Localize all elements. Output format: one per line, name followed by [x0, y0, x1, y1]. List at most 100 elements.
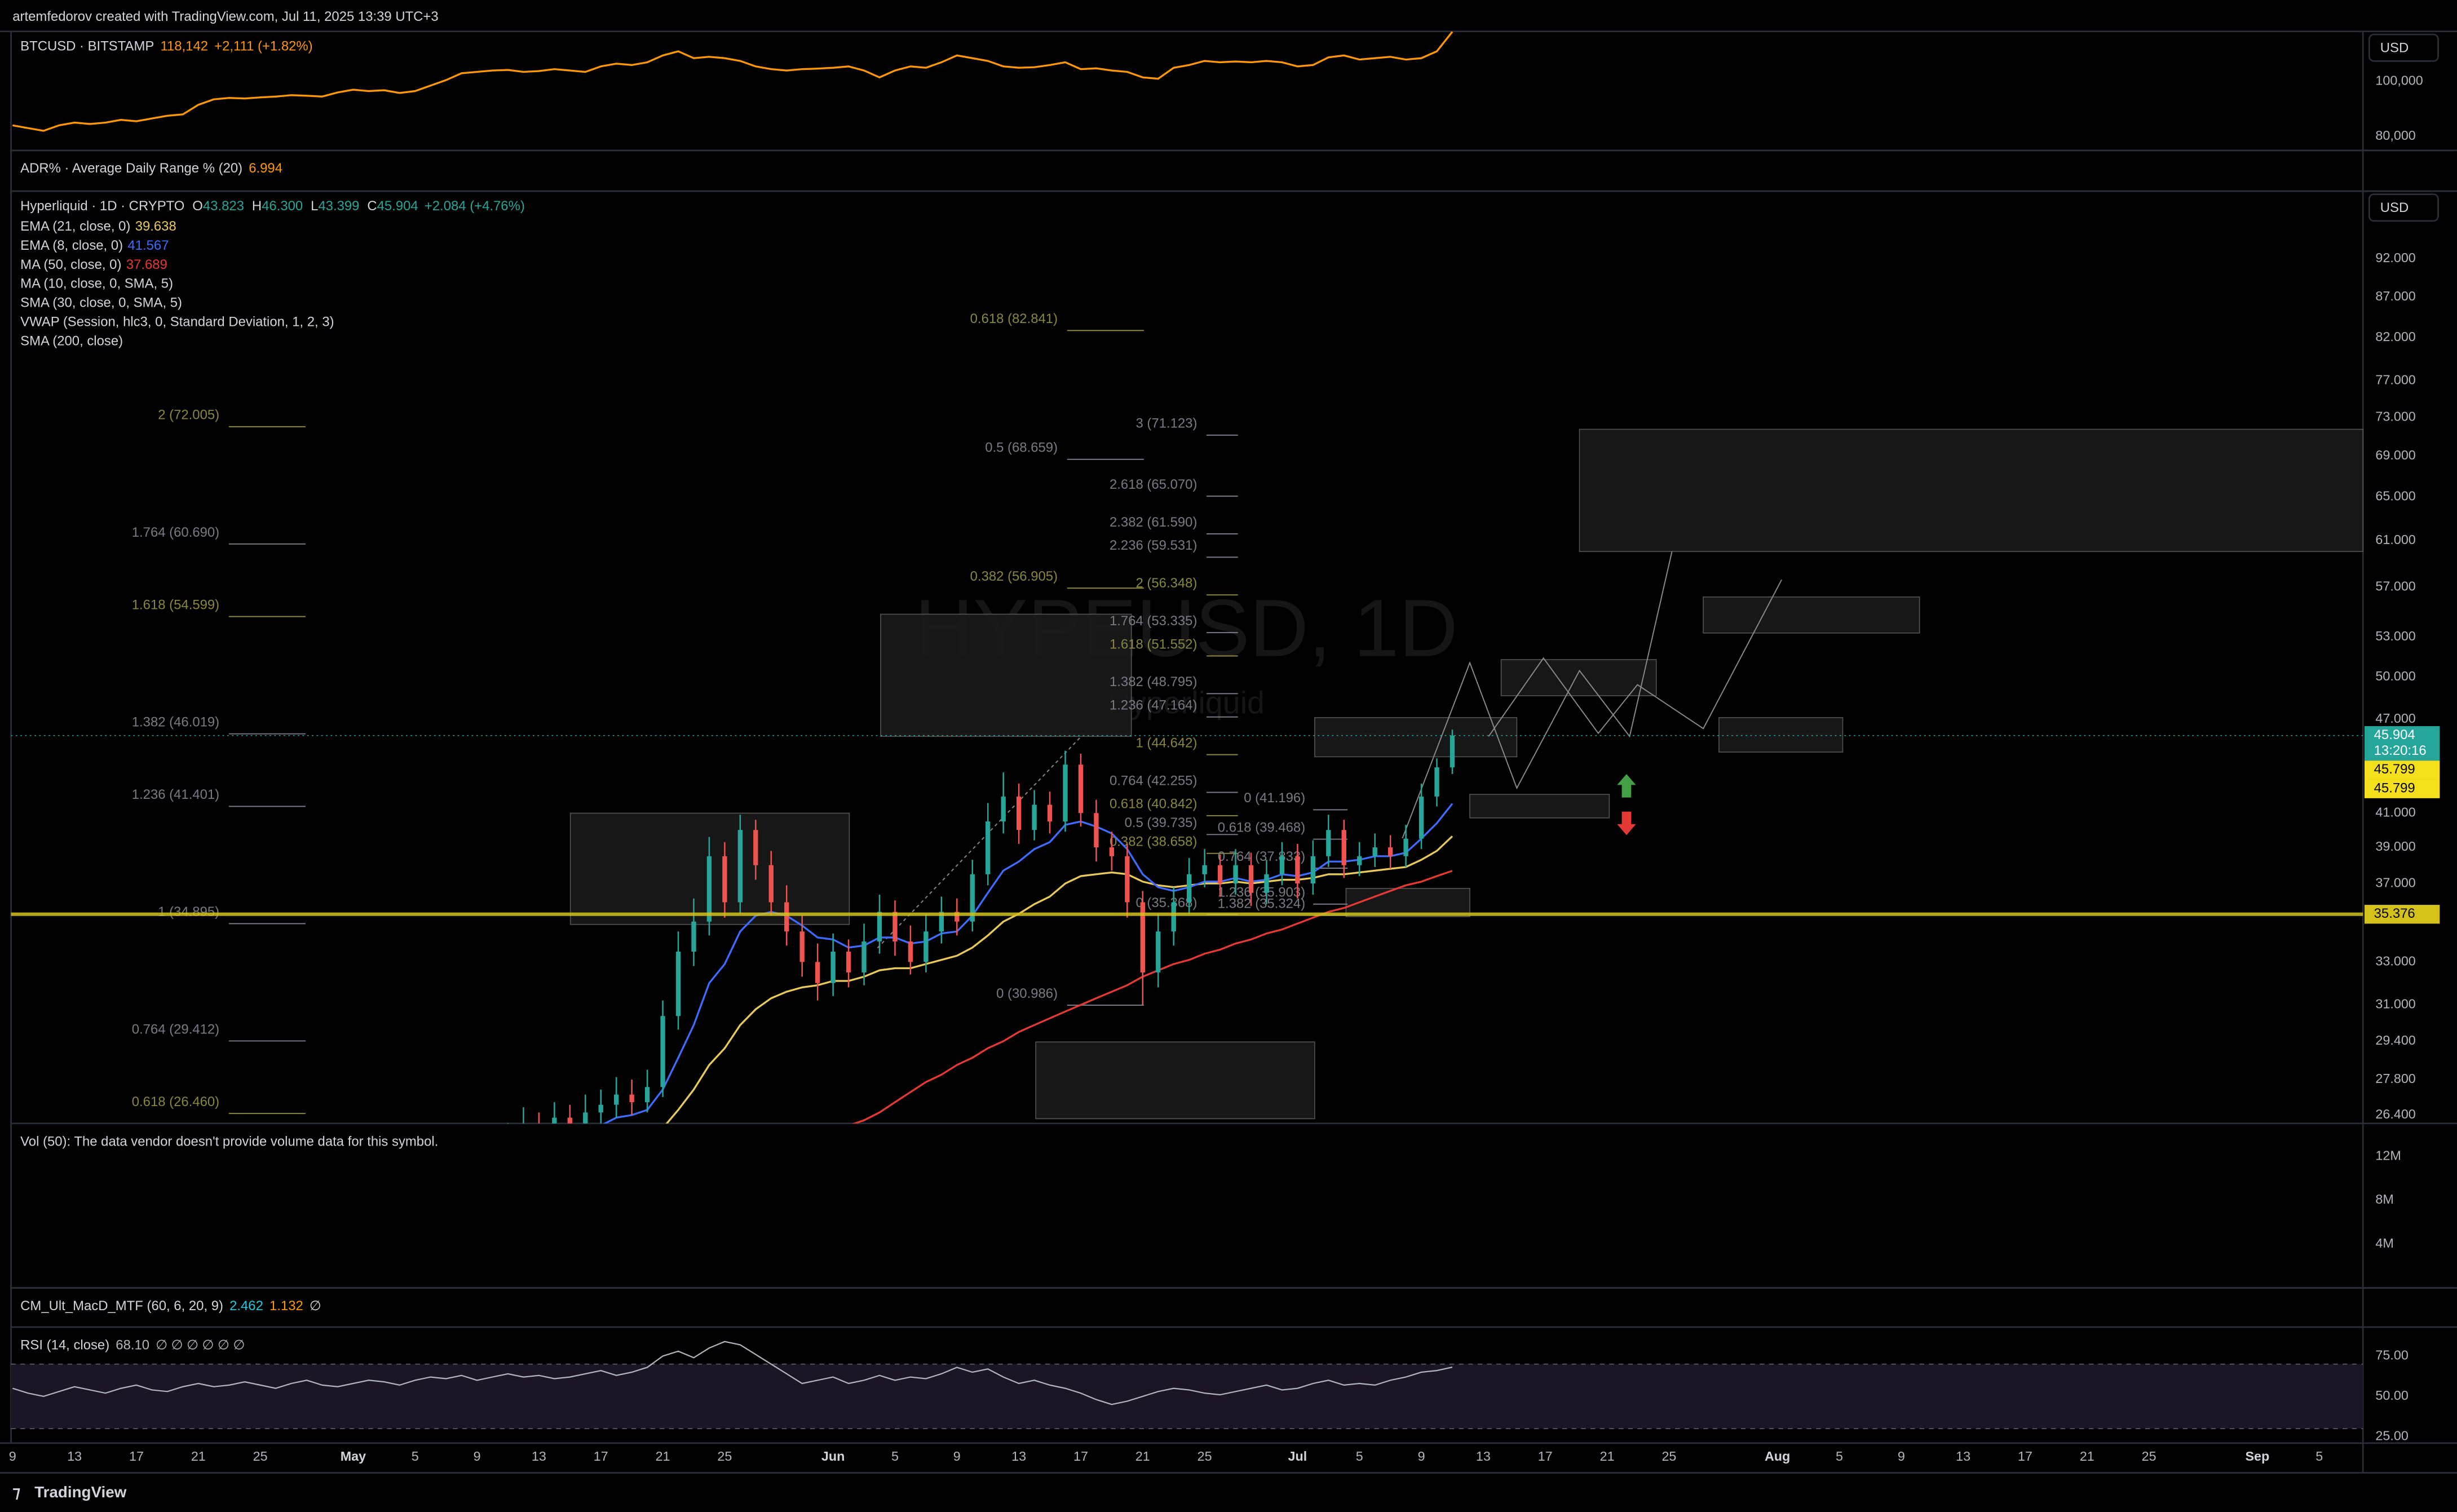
x-tick-label: May	[341, 1449, 366, 1464]
currency-box[interactable]	[2368, 33, 2439, 62]
fib-label: 3 (71.123)	[1135, 416, 1197, 431]
legend-item: EMA (8, close, 0)	[20, 238, 123, 253]
x-tick-label: 5	[891, 1449, 899, 1464]
footer-logo: TradingView	[34, 1483, 127, 1501]
fib-label: 0.618 (26.460)	[132, 1094, 219, 1109]
x-tick-label: 17	[1538, 1449, 1553, 1464]
y-tick-label: 47.000	[2375, 711, 2415, 726]
y-tick-label: 31.000	[2375, 997, 2415, 1011]
y-tick-label: 37.000	[2375, 875, 2415, 890]
x-tick-label: 17	[2018, 1449, 2032, 1464]
fib-label: 0.5 (68.659)	[985, 440, 1058, 456]
candle-body	[583, 1112, 588, 1124]
candle-body	[954, 912, 960, 922]
x-tick-label: 21	[191, 1449, 206, 1464]
y-tick-label: 50.000	[2375, 669, 2415, 683]
adr-value: 6.994	[249, 161, 282, 176]
x-tick-label: 5	[1356, 1449, 1363, 1464]
candle-body	[1326, 830, 1331, 856]
candle-body	[908, 941, 913, 962]
x-tick-label: 5	[1836, 1449, 1843, 1464]
candle-body	[1094, 813, 1099, 848]
volume-axis-label: 4M	[2375, 1236, 2393, 1250]
candle-body	[1171, 902, 1176, 932]
indicator-legend: SMA (200, close)	[20, 334, 123, 349]
fib-label: 1.382 (48.795)	[1110, 674, 1197, 689]
fib-label: 2.618 (65.070)	[1110, 477, 1197, 492]
candle-body	[939, 912, 944, 932]
legend-item: 45.904	[377, 198, 418, 214]
rsi-title: RSI (14, close)	[20, 1338, 109, 1353]
y-tick-label: 87.000	[2375, 289, 2415, 303]
indicator-line	[851, 870, 1453, 1124]
candle-body	[1357, 856, 1362, 865]
fib-label: 1.236 (41.401)	[132, 787, 219, 802]
candle-body	[1016, 796, 1022, 830]
volume-axis-label: 12M	[2375, 1148, 2401, 1162]
legend-item: 43.399	[318, 198, 359, 214]
y-tick-label: 61.000	[2375, 532, 2415, 547]
candle-body	[598, 1104, 603, 1113]
fib-label: 1.618 (51.552)	[1110, 636, 1197, 652]
legend-item: EMA (21, close, 0)	[20, 219, 130, 234]
x-tick-label: 25	[253, 1449, 268, 1464]
candle-body	[970, 874, 975, 922]
fib-label: 1.236 (47.164)	[1110, 698, 1197, 713]
adr-name: ADR% · Average Daily Range % (20)	[20, 161, 242, 176]
x-tick-label: 5	[2315, 1449, 2323, 1464]
indicator-legend: EMA (21, close, 0) 39.638	[20, 219, 176, 234]
y-tick-label: 41.000	[2375, 804, 2415, 819]
candle-body	[1418, 796, 1424, 839]
macd-v2: 1.132	[269, 1298, 303, 1314]
candle-body	[614, 1094, 619, 1105]
x-tick-label: Jul	[1288, 1449, 1307, 1464]
legend-item: MA (10, close, 0, SMA, 5)	[20, 276, 173, 291]
candle-body	[1372, 847, 1377, 856]
legend-item: Hyperliquid · 1D · CRYPTO	[20, 198, 184, 214]
candle-body	[1032, 804, 1037, 830]
y-tick-label: 92.000	[2375, 250, 2415, 265]
x-tick-label: 25	[1661, 1449, 1676, 1464]
candle-body	[892, 912, 898, 942]
price-tag-timer: 13:20:16	[2374, 743, 2427, 758]
candle-body	[1047, 804, 1053, 822]
candle-body	[1341, 830, 1346, 865]
candle-body	[1109, 847, 1115, 856]
candle-body	[1001, 796, 1006, 822]
candle-body	[691, 921, 696, 952]
y-tick-label: 33.000	[2375, 954, 2415, 969]
level-tag	[2364, 905, 2440, 924]
candle-body	[1140, 902, 1145, 972]
candle-body	[846, 952, 851, 972]
signal-arrows	[1617, 773, 1636, 835]
candle-body	[1403, 838, 1408, 856]
currency-box[interactable]	[2368, 193, 2439, 222]
legend-item: SMA (30, close, 0, SMA, 5)	[20, 295, 182, 311]
main-legend: Hyperliquid · 1D · CRYPTO O43.823 H46.300 L…	[20, 198, 525, 214]
y-tick-label: 77.000	[2375, 372, 2415, 387]
fib-label: 2.382 (61.590)	[1110, 515, 1197, 530]
fib-label: 0 (41.196)	[1244, 790, 1305, 806]
x-tick-label: 9	[474, 1449, 481, 1464]
indicator-legend: MA (50, close, 0) 37.689	[20, 257, 167, 272]
rsi-na: ∅ ∅ ∅ ∅ ∅ ∅	[156, 1338, 245, 1353]
indicator-line	[665, 835, 1453, 1124]
indicator-legend: SMA (30, close, 0, SMA, 5)	[20, 295, 182, 311]
x-tick-label: 21	[1135, 1449, 1150, 1464]
candle-body	[830, 952, 836, 983]
candle-body	[1125, 856, 1130, 903]
separators	[0, 30, 2457, 1474]
candle-body	[1434, 767, 1439, 797]
y-tick-label: 80,000	[2375, 128, 2415, 143]
price-tag	[2364, 761, 2440, 780]
legend-item: O	[192, 198, 203, 214]
fib-label: 0.764 (42.255)	[1110, 773, 1197, 788]
fib-label: 2 (56.348)	[1135, 576, 1197, 591]
indicator-legend: EMA (8, close, 0) 41.567	[20, 238, 169, 253]
y-tick-label: 82.000	[2375, 329, 2415, 344]
fib-label: 2 (72.005)	[158, 408, 219, 423]
candle-body	[706, 856, 712, 922]
price-tag-label: 45.904	[2374, 727, 2415, 742]
